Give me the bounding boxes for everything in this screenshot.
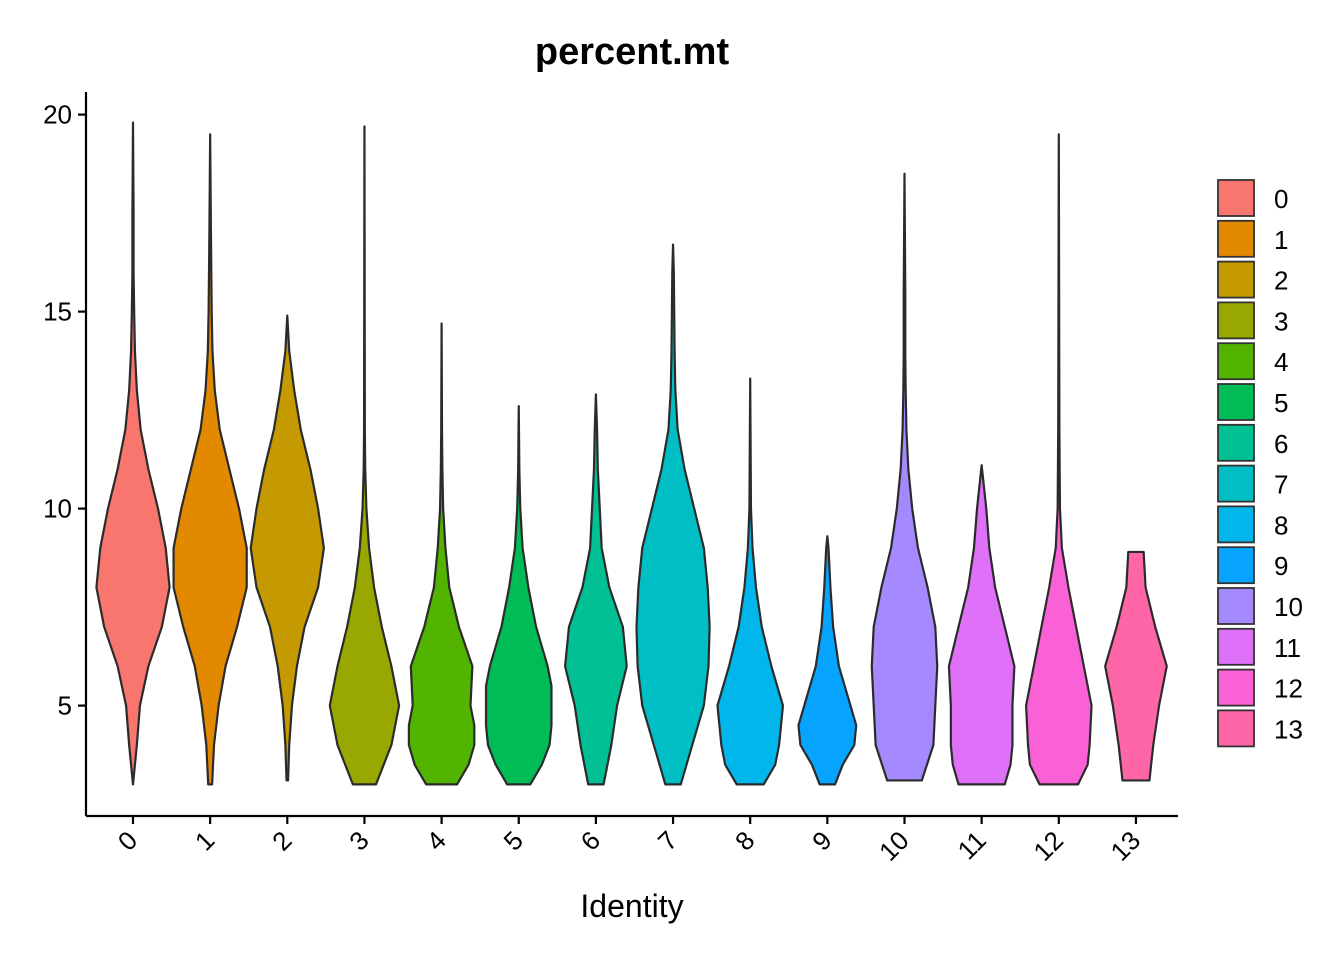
legend-key-6 [1217, 423, 1255, 462]
legend-key-5 [1217, 383, 1255, 421]
legend-label-10: 10 [1274, 592, 1303, 622]
violin-7 [635, 243, 711, 786]
legend-label-11: 11 [1274, 633, 1301, 663]
legend-key-13 [1217, 709, 1255, 748]
violin-13 [1104, 550, 1168, 782]
x-tick-label-2: 2 [266, 825, 297, 856]
legend-key-12 [1217, 668, 1255, 707]
legend-key-1 [1217, 219, 1255, 258]
legend-key-2 [1217, 260, 1255, 299]
legend-label-2: 2 [1274, 266, 1288, 296]
legend-key-4 [1217, 342, 1255, 381]
violin-6 [564, 393, 628, 786]
violin-10 [870, 172, 939, 782]
legend-label-1: 1 [1274, 225, 1288, 255]
x-tick-label-3: 3 [343, 825, 374, 856]
x-tick-label-13: 13 [1105, 825, 1147, 867]
violin-12 [1024, 133, 1093, 786]
x-tick-label-6: 6 [575, 825, 606, 856]
x-tick-label-1: 1 [189, 825, 220, 856]
legend-key-11 [1217, 627, 1255, 666]
x-tick-label-7: 7 [652, 825, 683, 856]
legend-label-4: 4 [1274, 347, 1288, 377]
legend-key-3 [1217, 301, 1255, 340]
violin-1 [172, 133, 248, 786]
legend-label-3: 3 [1274, 306, 1288, 336]
y-tick-label-5: 5 [58, 691, 72, 721]
legend-key-7 [1217, 464, 1255, 503]
legend-label-7: 7 [1274, 470, 1288, 500]
x-tick-label-12: 12 [1027, 825, 1069, 867]
legend-label-6: 6 [1274, 429, 1288, 459]
violin-11 [947, 464, 1016, 786]
x-tick-label-11: 11 [952, 825, 992, 865]
legend-label-5: 5 [1274, 388, 1288, 418]
violin-4 [407, 322, 476, 786]
violin-5 [484, 405, 553, 786]
chart-title: percent.mt [535, 31, 730, 73]
violin-2 [249, 314, 325, 782]
x-axis-label: Identity [580, 888, 683, 924]
y-tick-label-15: 15 [43, 297, 72, 327]
y-tick-label-20: 20 [43, 100, 72, 130]
y-tick-label-10: 10 [43, 494, 72, 524]
x-tick-label-10: 10 [873, 825, 915, 867]
x-tick-label-0: 0 [112, 825, 143, 856]
x-tick-label-9: 9 [806, 825, 837, 856]
legend-label-9: 9 [1274, 551, 1288, 581]
x-tick-label-4: 4 [420, 825, 451, 856]
violins [95, 121, 1168, 786]
legend-key-0 [1217, 179, 1255, 217]
violin-3 [328, 125, 401, 786]
legend-label-8: 8 [1274, 510, 1288, 540]
violin-0 [95, 121, 171, 786]
legend-label-0: 0 [1274, 184, 1288, 214]
x-tick-label-5: 5 [498, 825, 529, 856]
legend-key-9 [1217, 546, 1255, 585]
x-tick-label-8: 8 [729, 825, 760, 856]
violin-8 [716, 377, 785, 786]
violin-9 [797, 535, 858, 786]
legend-key-8 [1217, 505, 1255, 544]
legend-key-10 [1217, 587, 1255, 625]
legend-label-12: 12 [1274, 674, 1303, 704]
legend-label-13: 13 [1274, 714, 1303, 744]
